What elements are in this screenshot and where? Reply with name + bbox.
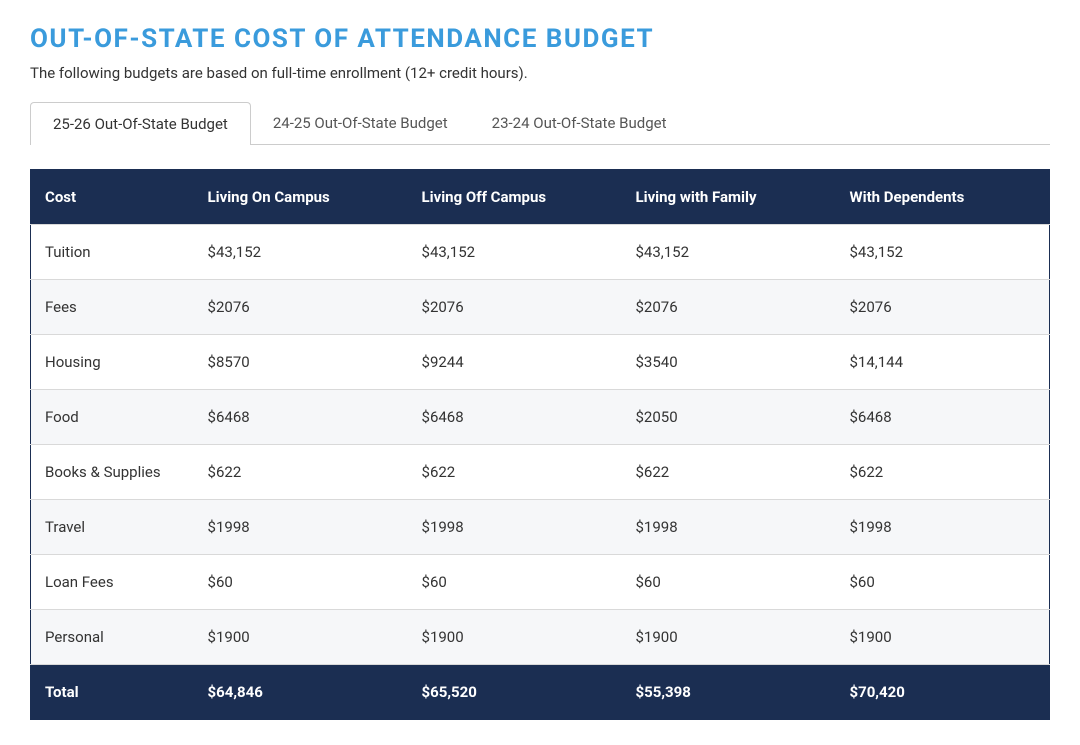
cell-on-campus: $60 bbox=[194, 555, 408, 610]
cell-on-campus: $6468 bbox=[194, 390, 408, 445]
cell-with-family: $1998 bbox=[622, 500, 836, 555]
row-label: Tuition bbox=[31, 225, 194, 280]
table-row: Tuition $43,152 $43,152 $43,152 $43,152 bbox=[31, 225, 1050, 280]
table-row: Housing $8570 $9244 $3540 $14,144 bbox=[31, 335, 1050, 390]
cell-on-campus: $1900 bbox=[194, 610, 408, 665]
table-row: Personal $1900 $1900 $1900 $1900 bbox=[31, 610, 1050, 665]
cell-with-family: $2076 bbox=[622, 280, 836, 335]
table-row: Travel $1998 $1998 $1998 $1998 bbox=[31, 500, 1050, 555]
footer-on-campus: $64,846 bbox=[194, 665, 408, 720]
table-footer-row: Total $64,846 $65,520 $55,398 $70,420 bbox=[31, 665, 1050, 720]
table-row: Food $6468 $6468 $2050 $6468 bbox=[31, 390, 1050, 445]
cell-on-campus: $43,152 bbox=[194, 225, 408, 280]
cell-with-family: $3540 bbox=[622, 335, 836, 390]
table-row: Books & Supplies $622 $622 $622 $622 bbox=[31, 445, 1050, 500]
cell-on-campus: $622 bbox=[194, 445, 408, 500]
cell-off-campus: $60 bbox=[408, 555, 622, 610]
table-body: Tuition $43,152 $43,152 $43,152 $43,152 … bbox=[31, 225, 1050, 665]
cell-with-dependents: $60 bbox=[835, 555, 1049, 610]
cell-with-family: $622 bbox=[622, 445, 836, 500]
cell-on-campus: $2076 bbox=[194, 280, 408, 335]
cell-off-campus: $622 bbox=[408, 445, 622, 500]
row-label: Travel bbox=[31, 500, 194, 555]
cell-off-campus: $9244 bbox=[408, 335, 622, 390]
row-label: Loan Fees bbox=[31, 555, 194, 610]
page-title: OUT-OF-STATE COST OF ATTENDANCE BUDGET bbox=[30, 24, 1050, 54]
cell-with-family: $1900 bbox=[622, 610, 836, 665]
col-header-on-campus: Living On Campus bbox=[194, 170, 408, 225]
table-row: Loan Fees $60 $60 $60 $60 bbox=[31, 555, 1050, 610]
row-label: Fees bbox=[31, 280, 194, 335]
tab-24-25[interactable]: 24-25 Out-Of-State Budget bbox=[251, 102, 470, 144]
budget-table: Cost Living On Campus Living Off Campus … bbox=[30, 169, 1050, 720]
tab-25-26[interactable]: 25-26 Out-Of-State Budget bbox=[30, 102, 251, 145]
row-label: Housing bbox=[31, 335, 194, 390]
cell-with-dependents: $6468 bbox=[835, 390, 1049, 445]
cell-on-campus: $1998 bbox=[194, 500, 408, 555]
row-label: Books & Supplies bbox=[31, 445, 194, 500]
col-header-cost: Cost bbox=[31, 170, 194, 225]
footer-with-dependents: $70,420 bbox=[835, 665, 1049, 720]
cell-with-family: $43,152 bbox=[622, 225, 836, 280]
footer-off-campus: $65,520 bbox=[408, 665, 622, 720]
cell-with-dependents: $1998 bbox=[835, 500, 1049, 555]
footer-label: Total bbox=[31, 665, 194, 720]
cell-off-campus: $6468 bbox=[408, 390, 622, 445]
cell-with-dependents: $43,152 bbox=[835, 225, 1049, 280]
col-header-with-dependents: With Dependents bbox=[835, 170, 1049, 225]
table-row: Fees $2076 $2076 $2076 $2076 bbox=[31, 280, 1050, 335]
page-subtitle: The following budgets are based on full-… bbox=[30, 64, 1050, 82]
tab-bar: 25-26 Out-Of-State Budget 24-25 Out-Of-S… bbox=[30, 102, 1050, 145]
tab-23-24[interactable]: 23-24 Out-Of-State Budget bbox=[470, 102, 689, 144]
row-label: Personal bbox=[31, 610, 194, 665]
cell-off-campus: $1900 bbox=[408, 610, 622, 665]
cell-with-family: $2050 bbox=[622, 390, 836, 445]
table-header-row: Cost Living On Campus Living Off Campus … bbox=[31, 170, 1050, 225]
cell-on-campus: $8570 bbox=[194, 335, 408, 390]
col-header-off-campus: Living Off Campus bbox=[408, 170, 622, 225]
col-header-with-family: Living with Family bbox=[622, 170, 836, 225]
cell-with-dependents: $1900 bbox=[835, 610, 1049, 665]
cell-with-family: $60 bbox=[622, 555, 836, 610]
cell-with-dependents: $2076 bbox=[835, 280, 1049, 335]
cell-off-campus: $2076 bbox=[408, 280, 622, 335]
footer-with-family: $55,398 bbox=[622, 665, 836, 720]
cell-off-campus: $43,152 bbox=[408, 225, 622, 280]
cell-off-campus: $1998 bbox=[408, 500, 622, 555]
cell-with-dependents: $14,144 bbox=[835, 335, 1049, 390]
cell-with-dependents: $622 bbox=[835, 445, 1049, 500]
row-label: Food bbox=[31, 390, 194, 445]
